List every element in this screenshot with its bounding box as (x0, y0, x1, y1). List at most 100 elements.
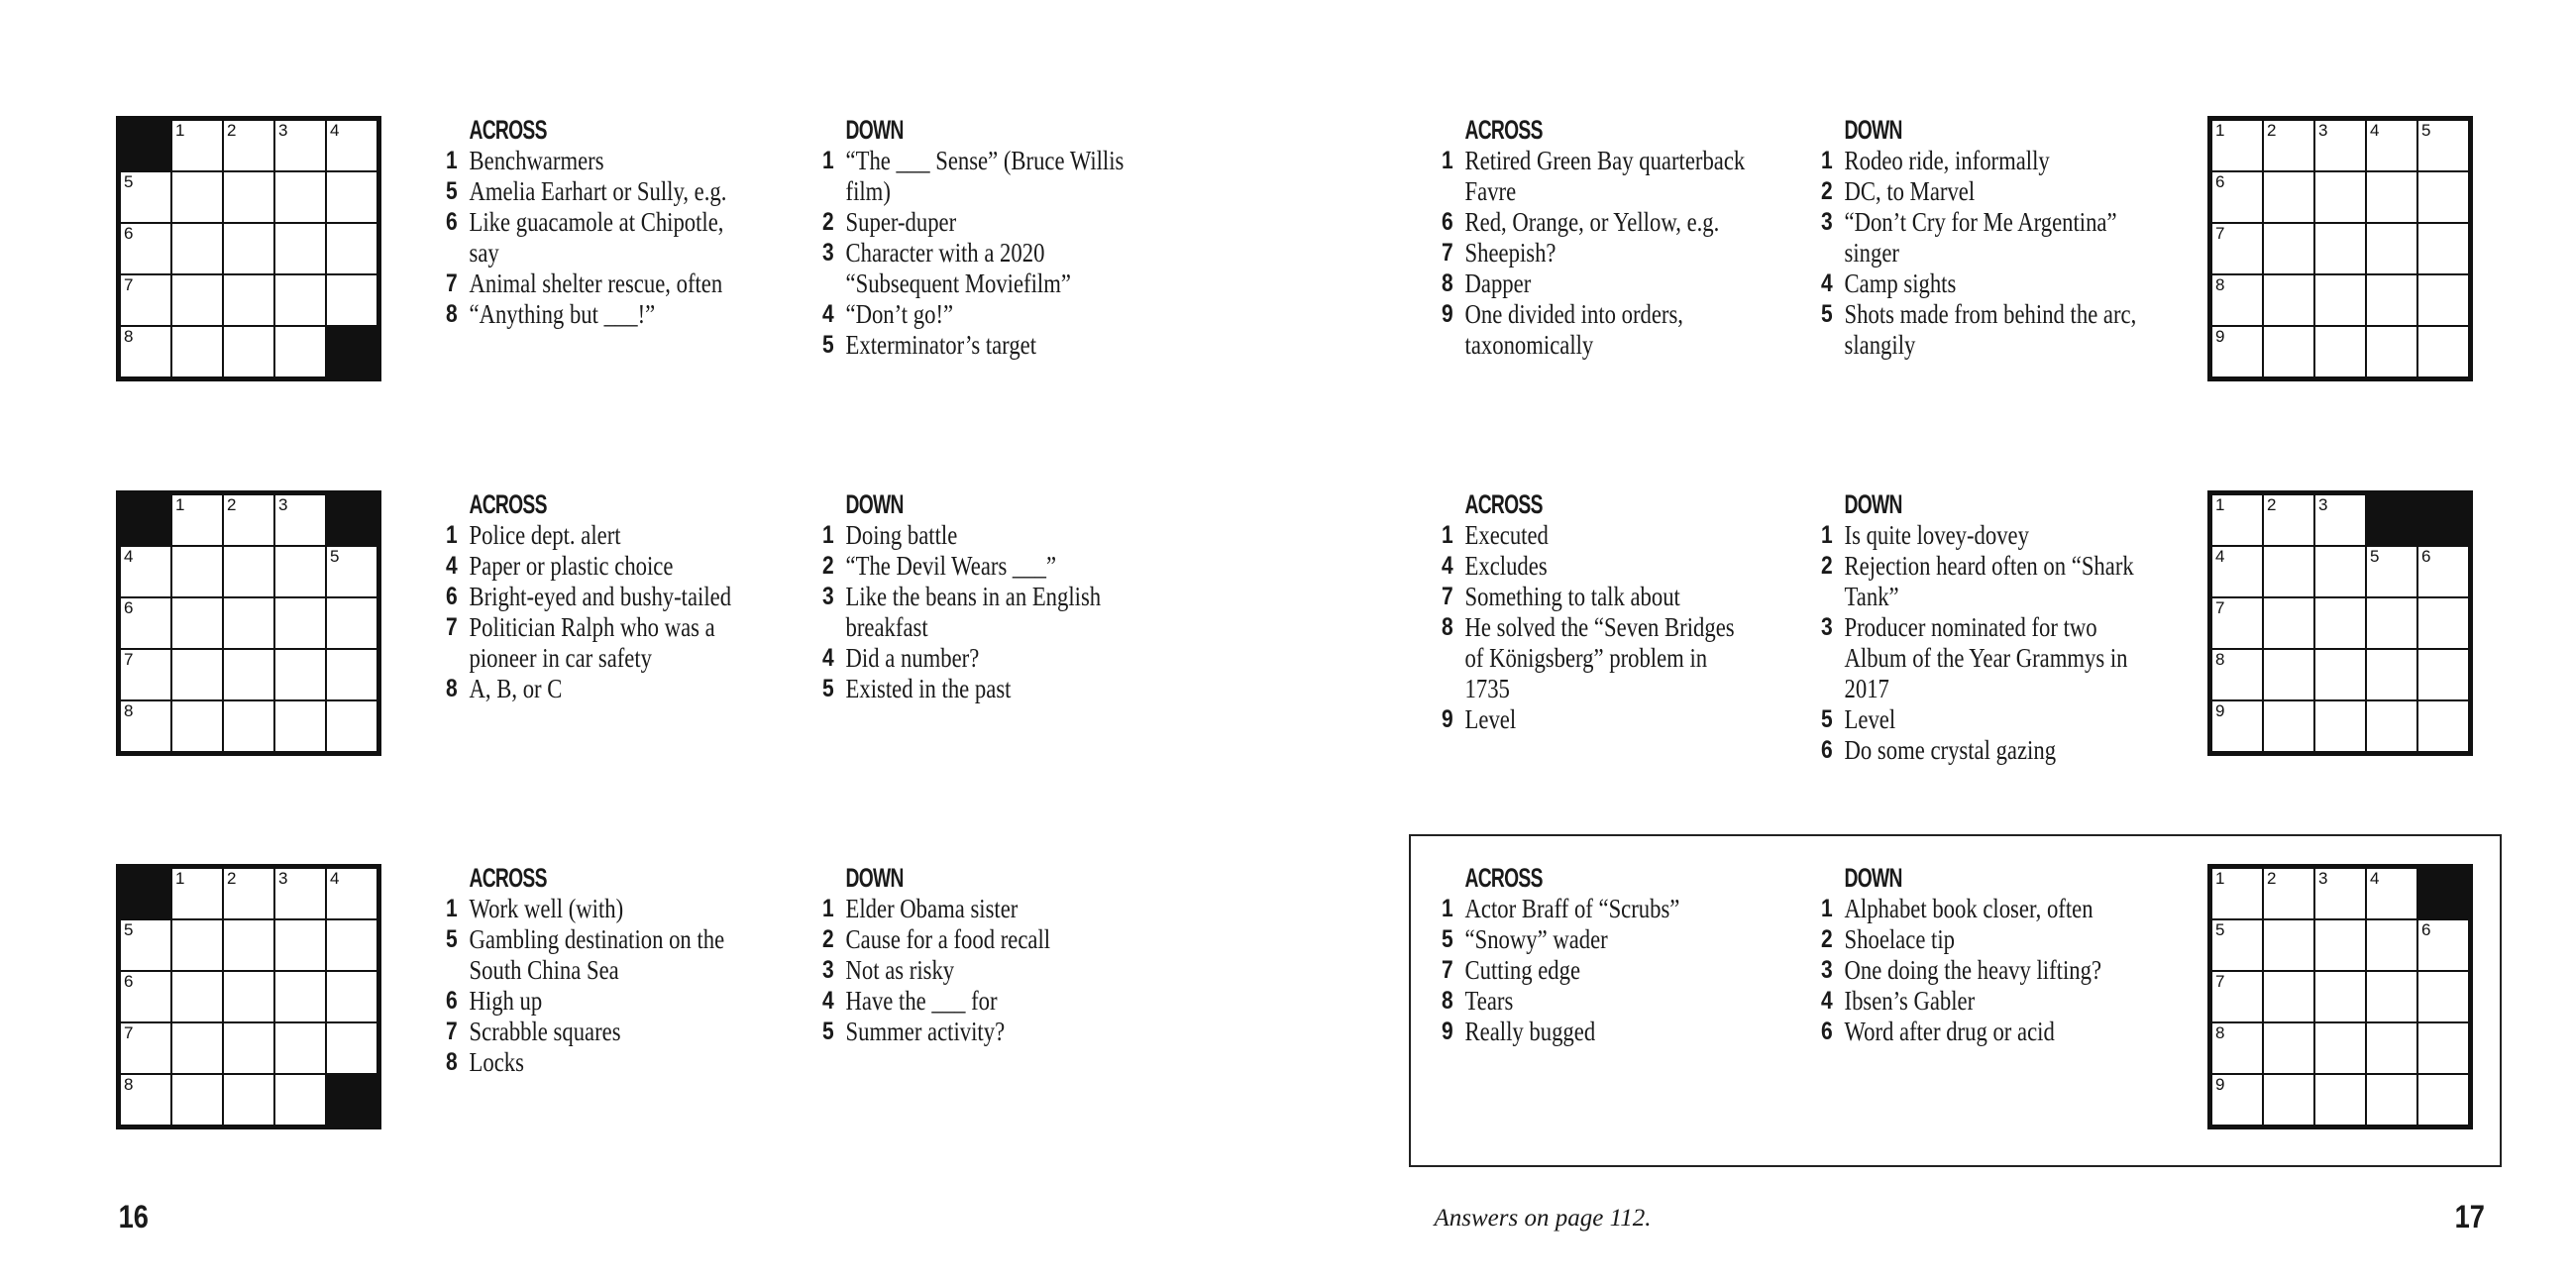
grid-cell[interactable]: 8 (2212, 275, 2262, 325)
grid-cell[interactable]: 3 (2315, 121, 2365, 170)
grid-cell[interactable] (2264, 598, 2313, 648)
grid-cell[interactable]: 4 (327, 869, 376, 918)
grid-cell[interactable] (2315, 327, 2365, 376)
grid-cell[interactable] (172, 547, 222, 596)
grid-cell[interactable]: 1 (2212, 495, 2262, 545)
grid-cell[interactable]: 6 (121, 224, 170, 273)
grid-cell[interactable]: 6 (2212, 172, 2262, 222)
grid-cell[interactable] (327, 224, 376, 273)
grid-cell[interactable] (2264, 327, 2313, 376)
grid-cell[interactable] (275, 327, 325, 376)
grid-cell[interactable] (2367, 598, 2416, 648)
grid-cell[interactable] (275, 598, 325, 648)
grid-cell[interactable] (2315, 172, 2365, 222)
grid-cell[interactable]: 4 (2367, 121, 2416, 170)
grid-cell[interactable] (172, 972, 222, 1021)
grid-cell[interactable] (2315, 275, 2365, 325)
grid-cell[interactable] (327, 650, 376, 699)
grid-cell[interactable] (2264, 972, 2313, 1021)
grid-cell[interactable] (2315, 1023, 2365, 1073)
grid-cell[interactable] (2264, 701, 2313, 751)
grid-cell[interactable] (2264, 920, 2313, 970)
grid-cell[interactable]: 7 (121, 1023, 170, 1073)
grid-cell[interactable] (327, 275, 376, 325)
grid-cell[interactable]: 3 (275, 869, 325, 918)
grid-cell[interactable]: 5 (2367, 547, 2416, 596)
grid-cell[interactable] (172, 327, 222, 376)
grid-cell[interactable] (2264, 1023, 2313, 1073)
grid-cell[interactable] (275, 1023, 325, 1073)
grid-cell[interactable] (224, 701, 273, 751)
grid-cell[interactable]: 4 (2212, 547, 2262, 596)
grid-cell[interactable] (275, 172, 325, 222)
grid-cell[interactable] (2367, 701, 2416, 751)
grid-cell[interactable]: 7 (2212, 224, 2262, 273)
grid-cell[interactable] (2367, 1075, 2416, 1125)
grid-cell[interactable] (2367, 172, 2416, 222)
grid-cell[interactable] (2418, 701, 2468, 751)
grid-cell[interactable] (2264, 650, 2313, 699)
grid-cell[interactable]: 6 (121, 598, 170, 648)
grid-cell[interactable] (2315, 547, 2365, 596)
grid-cell[interactable]: 6 (121, 972, 170, 1021)
grid-cell[interactable] (172, 701, 222, 751)
grid-cell[interactable]: 9 (2212, 327, 2262, 376)
grid-cell[interactable] (2367, 972, 2416, 1021)
grid-cell[interactable] (275, 275, 325, 325)
grid-cell[interactable]: 9 (2212, 1075, 2262, 1125)
grid-cell[interactable] (275, 547, 325, 596)
grid-cell[interactable]: 2 (224, 121, 273, 170)
grid-cell[interactable] (172, 172, 222, 222)
grid-cell[interactable] (275, 650, 325, 699)
grid-cell[interactable] (172, 275, 222, 325)
grid-cell[interactable] (224, 547, 273, 596)
grid-cell[interactable]: 5 (327, 547, 376, 596)
grid-cell[interactable]: 5 (121, 920, 170, 970)
grid-cell[interactable] (275, 920, 325, 970)
grid-cell[interactable] (172, 1023, 222, 1073)
grid-cell[interactable] (2264, 1075, 2313, 1125)
grid-cell[interactable] (172, 224, 222, 273)
grid-cell[interactable] (2367, 1023, 2416, 1073)
grid-cell[interactable] (2315, 650, 2365, 699)
grid-cell[interactable]: 1 (172, 495, 222, 545)
grid-cell[interactable] (2315, 920, 2365, 970)
grid-cell[interactable]: 4 (2367, 869, 2416, 918)
grid-cell[interactable]: 7 (121, 650, 170, 699)
grid-cell[interactable] (275, 1075, 325, 1125)
grid-cell[interactable] (2418, 1023, 2468, 1073)
grid-cell[interactable] (2418, 598, 2468, 648)
grid-cell[interactable]: 4 (327, 121, 376, 170)
grid-cell[interactable]: 5 (121, 172, 170, 222)
grid-cell[interactable] (2315, 701, 2365, 751)
grid-cell[interactable] (327, 920, 376, 970)
grid-cell[interactable] (2367, 650, 2416, 699)
grid-cell[interactable]: 6 (2418, 920, 2468, 970)
grid-cell[interactable]: 5 (2418, 121, 2468, 170)
grid-cell[interactable] (327, 972, 376, 1021)
grid-cell[interactable]: 8 (2212, 650, 2262, 699)
grid-cell[interactable] (327, 172, 376, 222)
grid-cell[interactable] (2367, 920, 2416, 970)
grid-cell[interactable] (2418, 650, 2468, 699)
grid-cell[interactable]: 8 (121, 701, 170, 751)
grid-cell[interactable] (224, 650, 273, 699)
grid-cell[interactable]: 7 (2212, 972, 2262, 1021)
grid-cell[interactable] (224, 275, 273, 325)
grid-cell[interactable]: 1 (172, 121, 222, 170)
grid-cell[interactable]: 7 (121, 275, 170, 325)
grid-cell[interactable]: 1 (2212, 121, 2262, 170)
grid-cell[interactable] (2315, 1075, 2365, 1125)
grid-cell[interactable] (2367, 224, 2416, 273)
grid-cell[interactable] (2264, 547, 2313, 596)
grid-cell[interactable] (224, 972, 273, 1021)
grid-cell[interactable]: 5 (2212, 920, 2262, 970)
grid-cell[interactable] (2418, 172, 2468, 222)
grid-cell[interactable] (224, 1075, 273, 1125)
grid-cell[interactable]: 3 (275, 121, 325, 170)
grid-cell[interactable] (2367, 275, 2416, 325)
grid-cell[interactable] (327, 598, 376, 648)
grid-cell[interactable] (2315, 224, 2365, 273)
grid-cell[interactable] (2418, 224, 2468, 273)
grid-cell[interactable] (224, 327, 273, 376)
